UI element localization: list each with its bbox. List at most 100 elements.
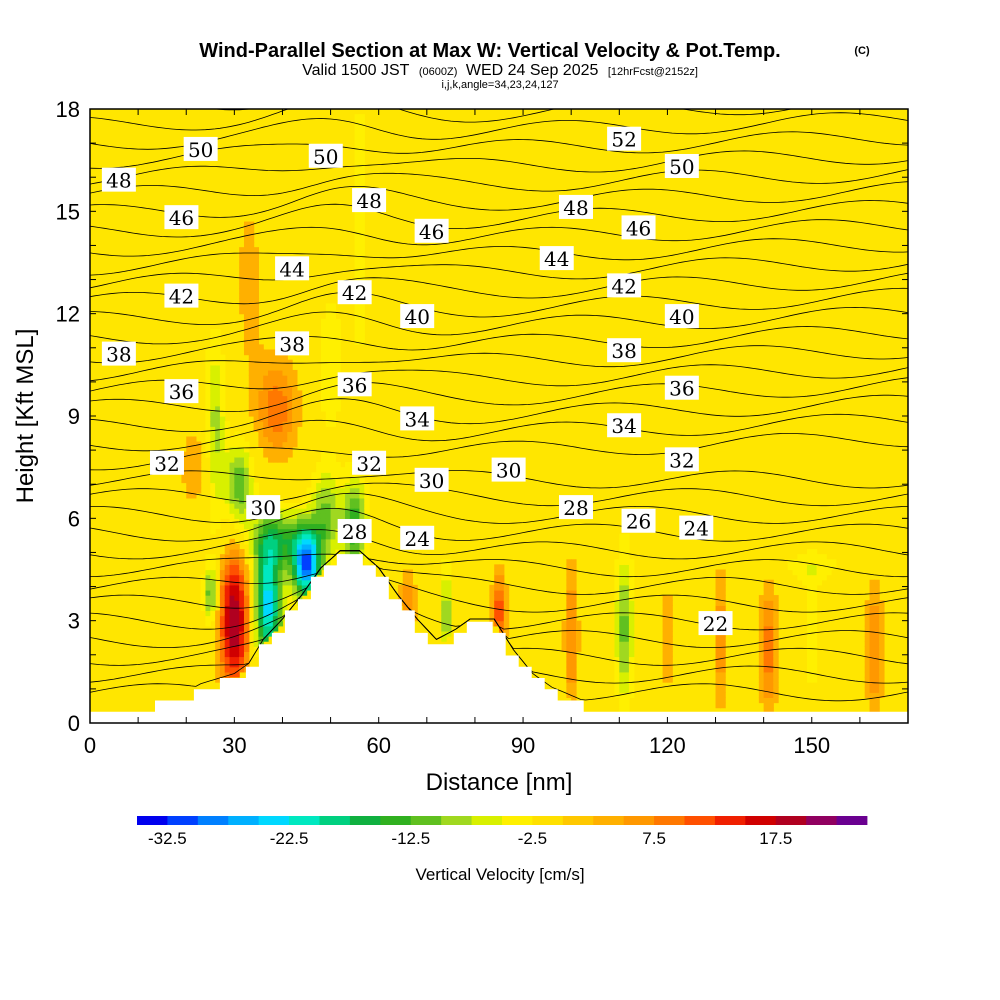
- velocity-cell: [758, 641, 765, 647]
- velocity-cell: [243, 231, 250, 238]
- velocity-cell: [219, 584, 226, 591]
- colorbar-swatch: [654, 816, 685, 825]
- velocity-cell: [243, 303, 250, 310]
- velocity-cell: [268, 595, 274, 601]
- velocity-cell: [320, 400, 327, 407]
- velocity-cell: [345, 477, 351, 484]
- velocity-cell: [768, 620, 774, 627]
- velocity-cell: [263, 405, 269, 412]
- velocity-cell: [575, 625, 582, 632]
- colorbar-swatch: [380, 816, 412, 825]
- velocity-cell: [345, 508, 351, 514]
- velocity-cell: [219, 405, 226, 412]
- velocity-cell: [234, 666, 240, 673]
- velocity-cell: [359, 339, 365, 345]
- velocity-cell: [210, 528, 216, 535]
- velocity-cell: [773, 630, 779, 637]
- velocity-cell: [186, 456, 192, 463]
- velocity-cell: [277, 533, 284, 540]
- velocity-cell: [330, 344, 336, 351]
- velocity-cell: [253, 416, 260, 422]
- velocity-cell: [258, 543, 264, 550]
- velocity-cell: [282, 385, 288, 392]
- velocity-cell: [763, 615, 770, 622]
- velocity-cell: [503, 610, 510, 617]
- velocity-cell: [219, 467, 226, 473]
- velocity-cell: [335, 462, 341, 468]
- velocity-cell: [874, 651, 880, 658]
- theta-label: 46: [169, 206, 194, 230]
- velocity-cell: [566, 656, 572, 663]
- velocity-cell: [263, 605, 269, 612]
- velocity-cell: [306, 502, 312, 509]
- velocity-cell: [292, 538, 298, 545]
- velocity-cell: [561, 625, 567, 632]
- velocity-cell: [282, 502, 288, 509]
- velocity-cell: [773, 692, 779, 699]
- velocity-cell: [210, 559, 216, 565]
- theta-label-box: [400, 525, 435, 550]
- velocity-cell: [364, 497, 370, 504]
- velocity-cell: [619, 671, 625, 678]
- velocity-cell: [234, 574, 240, 581]
- velocity-cell: [287, 431, 293, 438]
- velocity-cell: [268, 564, 274, 571]
- velocity-cell: [272, 564, 279, 571]
- velocity-cell: [614, 630, 620, 637]
- velocity-cell: [243, 329, 250, 335]
- velocity-cell: [320, 508, 327, 514]
- velocity-cell: [258, 579, 264, 586]
- velocity-cell: [282, 400, 288, 407]
- velocity-cell: [210, 354, 216, 361]
- velocity-cell: [619, 533, 625, 540]
- velocity-cell: [561, 641, 567, 647]
- velocity-cell: [186, 467, 192, 473]
- velocity-cell: [224, 467, 231, 473]
- velocity-cell: [320, 462, 327, 468]
- velocity-cell: [272, 610, 279, 617]
- velocity-cell: [354, 144, 361, 151]
- velocity-cell: [292, 518, 298, 525]
- velocity-cell: [441, 559, 447, 565]
- velocity-cell: [575, 630, 582, 637]
- velocity-cell: [224, 472, 231, 478]
- velocity-cell: [628, 579, 635, 586]
- velocity-cell: [879, 671, 885, 678]
- velocity-cell: [215, 400, 221, 407]
- velocity-cell: [619, 610, 625, 617]
- velocity-cell: [325, 334, 332, 340]
- velocity-cell: [215, 487, 221, 494]
- velocity-cell: [359, 477, 365, 484]
- velocity-cell: [811, 549, 818, 555]
- velocity-cell: [354, 513, 361, 519]
- velocity-cell: [253, 636, 260, 642]
- velocity-cell: [301, 497, 308, 504]
- velocity-cell: [292, 436, 298, 443]
- velocity-cell: [296, 528, 303, 535]
- velocity-cell: [792, 564, 798, 571]
- velocity-cell: [268, 369, 274, 376]
- velocity-cell: [210, 574, 216, 581]
- velocity-cell: [667, 630, 673, 637]
- velocity-cell: [806, 625, 813, 632]
- velocity-cell: [325, 477, 332, 484]
- theta-label: 42: [611, 274, 636, 298]
- velocity-cell: [292, 605, 298, 612]
- velocity-cell: [325, 559, 332, 565]
- velocity-cell: [624, 579, 630, 586]
- velocity-cell: [219, 559, 226, 565]
- velocity-cell: [571, 605, 577, 612]
- velocity-cell: [354, 252, 361, 258]
- velocity-cell: [571, 651, 577, 658]
- theta-contour-line: [90, 492, 908, 524]
- velocity-cell: [248, 482, 255, 489]
- velocity-cell: [287, 451, 293, 458]
- velocity-cell: [566, 579, 572, 586]
- grid-indices: i,j,k,angle=34,23,24,127: [441, 79, 558, 91]
- velocity-cell: [874, 656, 880, 663]
- velocity-cell: [292, 502, 298, 509]
- velocity-cell: [195, 456, 202, 463]
- velocity-cell: [224, 426, 231, 432]
- velocity-cell: [773, 666, 779, 673]
- velocity-cell: [219, 375, 226, 381]
